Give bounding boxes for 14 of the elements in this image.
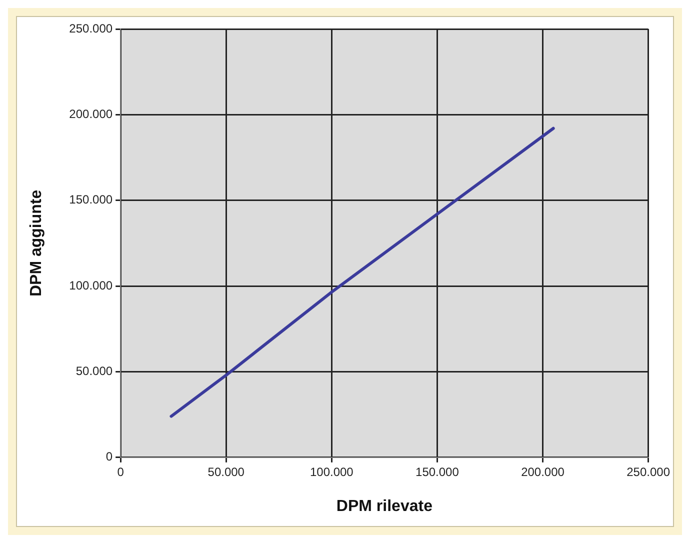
x-tick-label: 200.000 [521,464,565,479]
y-tick-label: 200.000 [69,106,113,121]
x-tick-label: 250.000 [626,464,670,479]
y-tick-label: 0 [106,450,113,464]
x-axis-title: DPM rilevate [336,498,433,515]
y-tick-label: 150.000 [69,192,113,207]
x-tick-label: 0 [117,464,124,479]
y-tick-label: 100.000 [69,278,113,292]
x-tick-label: 100.000 [310,464,354,479]
y-axis-title: DPM aggiunte [28,190,46,297]
y-tick-label: 250.000 [69,21,113,36]
y-tick-label: 50.000 [76,364,113,378]
x-tick-label: 50.000 [208,464,245,479]
x-tick-label: 150.000 [416,464,460,479]
